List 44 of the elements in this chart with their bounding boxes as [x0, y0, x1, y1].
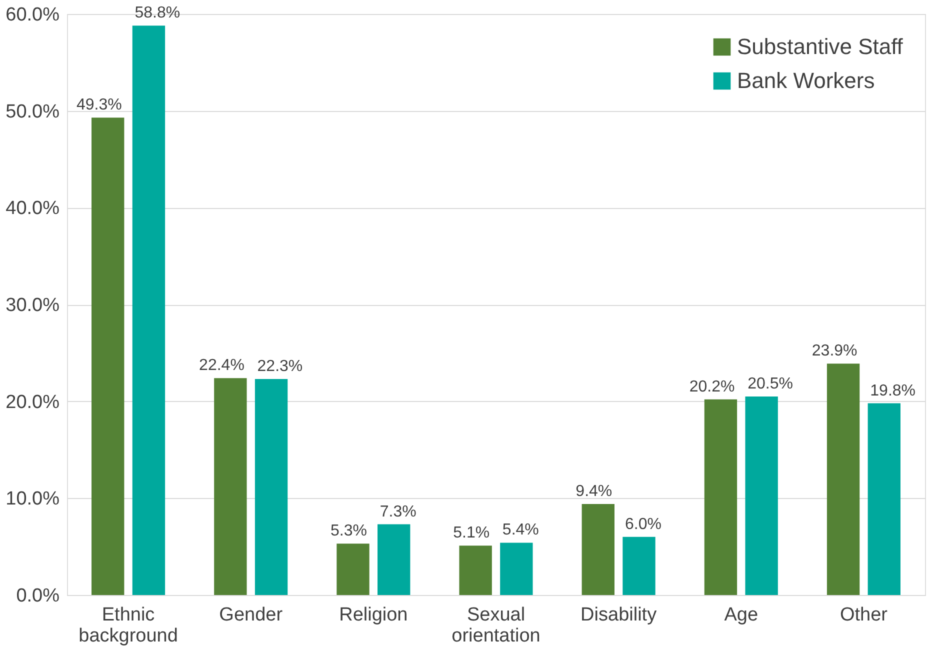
y-tick-label: 20.0% [6, 392, 60, 413]
bar [868, 403, 900, 595]
data-label: 20.5% [748, 375, 793, 392]
y-tick-label: 40.0% [6, 198, 60, 220]
data-label: 49.3% [76, 96, 122, 114]
data-label: 22.4% [199, 357, 244, 374]
bar [459, 546, 492, 595]
bar [336, 544, 370, 595]
bar [378, 524, 410, 595]
bar [92, 118, 124, 595]
bar [500, 542, 533, 595]
data-label: 22.3% [257, 358, 303, 376]
bar [214, 378, 247, 595]
data-label: 58.8% [134, 4, 180, 22]
legend-label: Bank Workers [737, 68, 875, 93]
data-label: 19.8% [870, 382, 916, 400]
y-tick-label: 60.0% [6, 4, 60, 26]
bar [622, 536, 656, 595]
data-label: 5.3% [330, 522, 367, 540]
data-label: 23.9% [812, 342, 858, 360]
x-tick-label: Disability [580, 604, 658, 626]
data-label: 7.3% [380, 503, 416, 520]
x-tick-label: Ethnic background [78, 604, 178, 646]
data-label: 20.2% [689, 378, 735, 396]
y-tick-label: 50.0% [6, 101, 60, 122]
x-tick-label: Sexual orientation [452, 604, 540, 646]
y-tick-label: 0.0% [16, 586, 60, 606]
bar [704, 399, 738, 595]
bar [132, 26, 166, 595]
x-tick-label: Religion [339, 604, 408, 626]
data-label: 6.0% [625, 516, 662, 533]
bar [582, 504, 614, 595]
x-tick-label: Other [840, 604, 888, 626]
data-label: 5.1% [453, 524, 490, 542]
data-label: 9.4% [576, 482, 612, 500]
legend-label: Substantive Staff [737, 34, 904, 59]
x-tick-label: Gender [219, 604, 284, 626]
x-tick-label: Age [724, 604, 758, 626]
data-label: 5.4% [502, 522, 539, 539]
bar [745, 396, 778, 595]
y-tick-label: 30.0% [6, 295, 60, 316]
bar [826, 364, 860, 595]
bar [254, 379, 288, 595]
y-tick-label: 10.0% [6, 488, 60, 510]
